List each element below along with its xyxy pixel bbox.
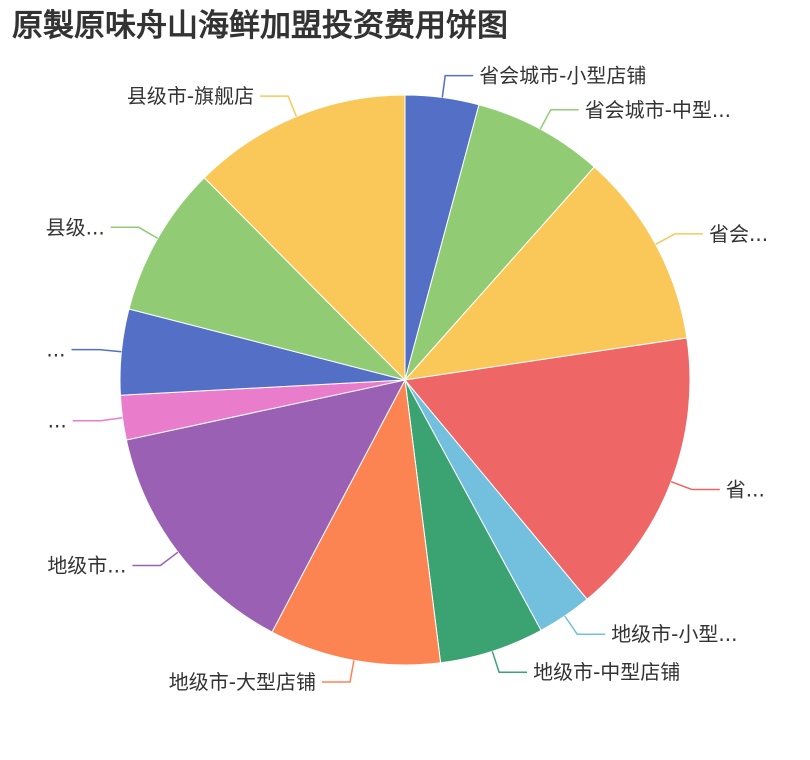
slice-label: 地级市-大型店铺: [169, 670, 316, 694]
label-leader-line: [441, 74, 474, 98]
slice-label: 省会城市-小型店铺: [479, 64, 646, 88]
slice-label: ...: [48, 409, 67, 433]
label-leader-line: [539, 109, 579, 130]
slice-label: 省...: [726, 478, 765, 502]
label-leader-line: [260, 95, 298, 117]
slice-label: 县级市-旗舰店: [127, 84, 254, 108]
label-leader-line: [72, 416, 123, 422]
pie-slice[interactable]: [125, 379, 406, 633]
slice-label: 省会...: [709, 222, 768, 246]
slice-label: 地级市...: [47, 554, 126, 578]
slice-label: 地级市-小型...: [611, 622, 737, 646]
slice-label: 地级市-中型店铺: [533, 660, 680, 684]
label-leader-line: [670, 480, 720, 491]
label-leader-line: [655, 233, 703, 245]
pie-slices: [119, 94, 691, 666]
chart-title: 原製原味舟山海鲜加盟投资费用饼图: [12, 8, 508, 44]
pie-slice[interactable]: [128, 177, 407, 381]
label-leader-line: [71, 348, 122, 353]
pie-slice[interactable]: [404, 337, 691, 600]
label-leader-line: [322, 660, 355, 683]
label-leader-line: [564, 615, 606, 635]
label-leader-line: [110, 226, 159, 239]
pie-slice[interactable]: [403, 166, 688, 381]
label-leader-line: [491, 651, 528, 673]
slice-label: ...: [46, 338, 65, 362]
slice-label: 省会城市-中型...: [585, 98, 731, 122]
slice-label: 县级...: [46, 215, 105, 239]
pie-slice[interactable]: [271, 378, 442, 666]
pie-slice[interactable]: [203, 94, 406, 382]
label-leader-line: [132, 551, 179, 567]
